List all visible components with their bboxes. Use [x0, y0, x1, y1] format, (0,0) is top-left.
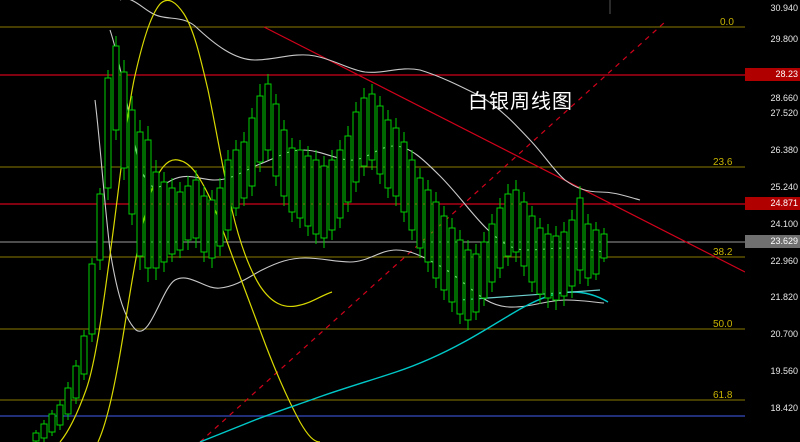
axis-tick-25-240: 25.240	[770, 182, 798, 192]
fib-label-0: 0.0	[720, 17, 734, 28]
axis-tick-28-660: 28.660	[770, 93, 798, 103]
price-tag-2823: 28.23	[745, 68, 800, 81]
candlestick-series	[32, 36, 608, 442]
fib-gridlines	[0, 26, 745, 401]
ma-slow-line	[199, 291, 609, 442]
price-tag-23629: 23.629	[745, 235, 800, 248]
bollinger-lower-line	[94, 99, 605, 332]
axis-tick-24-100: 24.100	[770, 219, 798, 229]
axis-tick-26-380: 26.380	[770, 145, 798, 155]
fib-label-61-8: 61.8	[713, 390, 733, 401]
axis-tick-18-420: 18.420	[770, 403, 798, 413]
axis-tick-27-520: 27.520	[770, 108, 798, 118]
fib-label-23-6: 23.6	[713, 157, 733, 168]
ma-fast-line-2	[97, 159, 321, 442]
price-tag-24871: 24.871	[745, 197, 800, 210]
trendline-descending	[263, 26, 745, 273]
chart-plot-area[interactable]: 白银周线图 0.0 23.6 38.2 50.0 61.8	[0, 0, 745, 442]
axis-tick-29-800: 29.800	[770, 34, 798, 44]
axis-tick-22-960: 22.960	[770, 256, 798, 266]
axis-tick-30-940: 30.940	[770, 3, 798, 13]
price-axis[interactable]: 30.940 29.800 28.660 27.520 26.380 25.24…	[745, 0, 800, 442]
bollinger-upper-line	[120, 0, 641, 201]
axis-tick-20-700: 20.700	[770, 329, 798, 339]
fib-label-38-2: 38.2	[713, 247, 733, 258]
fib-label-50-0: 50.0	[713, 319, 733, 330]
axis-tick-21-820: 21.820	[770, 292, 798, 302]
axis-tick-19-560: 19.560	[770, 366, 798, 376]
ma-fast-line	[59, 0, 333, 442]
chart-title: 白银周线图	[468, 89, 573, 113]
chart-svg	[0, 0, 745, 442]
